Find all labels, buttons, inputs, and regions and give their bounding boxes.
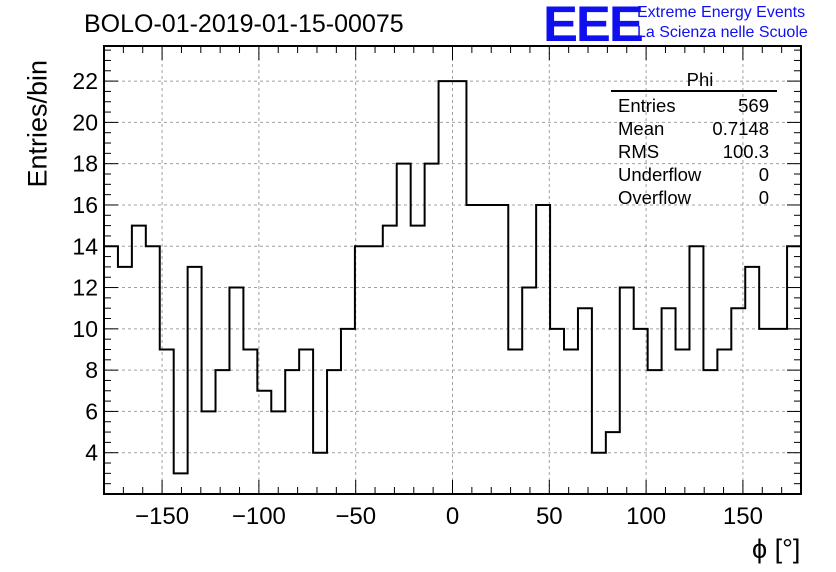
y-tick-label: 4: [85, 440, 98, 466]
axis-ticks: [103, 46, 802, 495]
x-tick-label: −150: [135, 503, 189, 530]
logo-caption: Extreme Energy Events La Scienza nelle S…: [637, 3, 808, 43]
y-tick-label: 8: [85, 357, 98, 383]
stats-box: Phi Entries 569 Mean 0.7148 RMS 100.3 Under…: [611, 70, 777, 209]
chart-title: BOLO-01-2019-01-15-00075: [84, 10, 404, 38]
stats-label: Mean: [618, 118, 665, 139]
stats-row-rms: RMS 100.3: [611, 140, 777, 163]
y-tick-label: 18: [72, 151, 98, 177]
x-tick-label: −50: [335, 503, 376, 530]
x-tick-label: 100: [626, 503, 666, 530]
stats-value: 0: [758, 164, 769, 185]
x-tick-label: −100: [232, 503, 286, 530]
logo-caption-line1: Extreme Energy Events: [637, 4, 806, 21]
stats-label: Entries: [618, 95, 676, 116]
stats-value: 0: [758, 187, 769, 208]
logo-caption-line2: La Scienza nelle Scuole: [637, 24, 808, 41]
stats-row-overflow: Overflow 0: [611, 186, 777, 209]
stats-row-underflow: Underflow 0: [611, 163, 777, 186]
y-tick-label: 22: [72, 68, 98, 94]
stats-row-mean: Mean 0.7148: [611, 117, 777, 140]
tick-labels: −150 −100 −50 0 50 100 150 4 6 8 10 12 14 16 18 20 22: [72, 68, 763, 530]
y-tick-label: 20: [72, 109, 98, 135]
histogram-line: [104, 80, 801, 475]
stats-value: 0.7148: [712, 118, 769, 139]
stats-label: RMS: [618, 141, 660, 162]
stats-value: 100.3: [722, 141, 769, 162]
eee-logo: EEE: [543, 0, 644, 52]
y-tick-label: 10: [72, 316, 98, 342]
stats-row-entries: Entries 569: [611, 94, 777, 117]
y-tick-label: 6: [85, 398, 98, 424]
plot-frame: [103, 45, 802, 495]
stats-label: Underflow: [618, 164, 702, 185]
stats-value: 569: [738, 95, 769, 116]
y-tick-label: 16: [72, 192, 98, 218]
y-tick-label: 14: [72, 233, 98, 259]
x-axis-label: ϕ [°]: [752, 534, 801, 564]
x-tick-label: 0: [446, 503, 459, 530]
stats-label: Overflow: [618, 187, 691, 208]
y-axis-label: Entries/bin: [22, 59, 53, 188]
x-tick-label: 50: [536, 503, 563, 530]
y-tick-label: 12: [72, 275, 98, 301]
stats-title: Phi: [611, 70, 777, 92]
x-tick-label: 150: [723, 503, 763, 530]
